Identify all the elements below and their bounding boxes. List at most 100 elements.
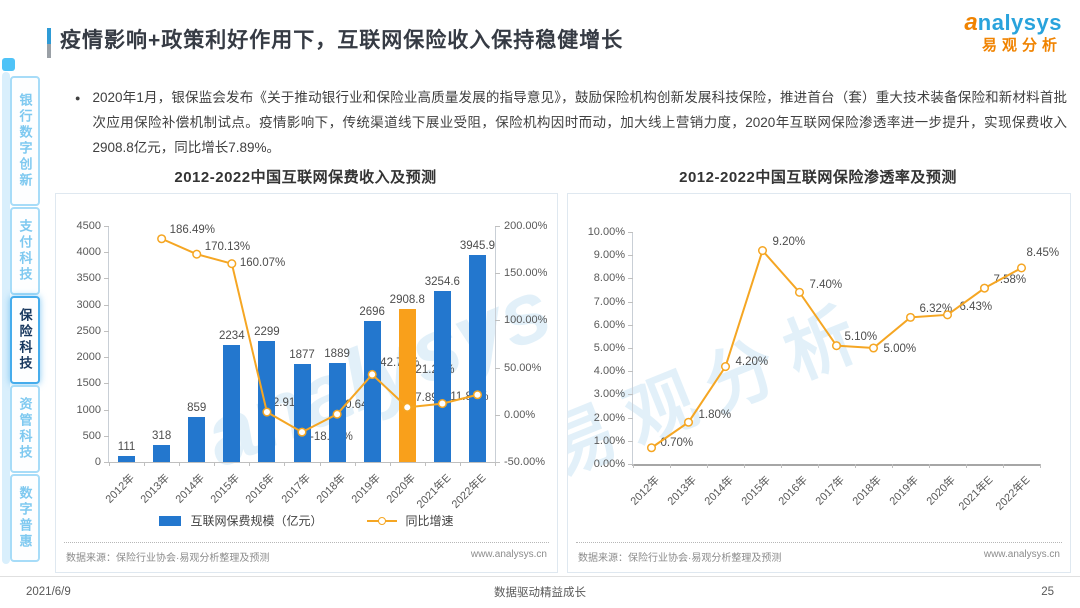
bar [468,255,486,462]
x-axis-tick [249,462,251,466]
x-axis-label: 2017年 [813,474,848,508]
line-point [683,417,694,427]
x-axis-label: 2016年 [243,472,278,506]
penetration-value-label: 6.43% [959,300,993,313]
penetration-value-label: 9.20% [772,235,806,248]
right-chart-panel: 易观分析 0.00% 1.00% 2.00% 3.00% 4.00% 5.00% 6.00%… [567,193,1071,573]
y-axis-tick-label: 3500 [76,272,101,285]
right-chart-title: 2012-2022中国互联网保险渗透率及预测 [679,169,957,186]
growth-value-label: 160.07% [239,256,286,269]
x-axis-label: 2012年 [103,472,138,506]
bar-highlighted [398,309,416,462]
line-point [297,427,307,437]
sidebar-strip [2,72,10,564]
x-axis-label: 2015年 [208,472,243,506]
y-axis-tick-label: 9.00% [593,249,625,262]
growth-value-label: 186.49% [169,223,216,236]
growth-line [157,234,483,437]
x-axis-tick [459,462,461,466]
y-axis-tick [628,324,633,326]
x-axis-tick [109,462,110,466]
sidebar-item-asset-mgmt-tech[interactable]: 资管科技 [10,385,40,473]
y-axis-tick-label: 6.00% [593,318,625,331]
x-axis-label: 2016年 [776,474,811,508]
bar-value-label: 2299 [254,326,280,339]
y2-axis-tick [495,273,500,275]
sidebar-corner-decor [2,58,15,71]
website-url: www.analysys.cn [983,549,1060,560]
y-axis-tick [104,304,109,306]
x-axis-label: 2012年 [628,474,663,508]
bar-value-label: 3254.6 [424,276,460,289]
line-point [979,283,990,293]
website-url: www.analysys.cn [470,549,547,560]
x-axis-tick [284,462,286,466]
y2-axis-tick-label: 100.00% [504,314,548,327]
growth-line [646,246,1027,453]
legend-bar-swatch [159,515,182,526]
x-axis-label: 2014年 [702,474,737,508]
x-axis-label: 2019年 [349,472,383,506]
header: 疫情影响+政策利好作用下，互联网保险收入保持稳健增长 analysys 易观分析 [0,0,1080,70]
x-axis-label: 2021年E [414,472,453,511]
line-point [472,390,483,400]
left-chart-source-row: 数据来源：保险行业协会·易观分析整理及预测 www.analysys.cn [66,549,547,564]
x-axis-label: 2018年 [850,474,885,508]
bar-value-label: 111 [117,441,136,454]
logo-chinese-name: 易观分析 [981,37,1062,55]
slogan-label: 数据驱动精益成长 [494,587,586,599]
x-axis-label: 2013年 [665,474,700,508]
panel-divider [64,542,549,543]
y2-axis-tick [495,462,500,463]
y-axis-tick [628,417,633,419]
y-axis-tick-label: 1000 [76,403,101,416]
y-axis-tick-label: 3000 [76,298,101,311]
y-axis-tick [104,409,109,411]
bar [433,291,451,462]
y-axis-tick [628,232,633,233]
x-axis-tick [424,462,426,466]
data-source-note: 数据来源：保险行业协会·易观分析整理及预测 [578,553,782,564]
y-axis-tick [628,255,633,257]
y2-axis-tick-label: 200.00% [504,220,548,232]
x-axis-tick [744,464,745,468]
y-axis-tick [628,440,633,442]
x-axis-tick [1003,464,1004,468]
line-point [757,246,768,256]
sidebar-item-payment-tech[interactable]: 支付科技 [10,207,40,295]
premium-income-plot: 0 500 1000 1500 2000 2500 3000 3500 4000 4500 -50.… [77,220,548,511]
x-axis-tick [495,462,496,466]
penetration-rate-plot: 0.00% 1.00% 2.00% 3.00% 4.00% 5.00% 6.00% 7.00%… [588,226,1059,513]
bar [363,320,381,462]
line-point [720,362,731,372]
y-axis-tick [104,383,109,385]
sidebar-item-digital-inclusion[interactable]: 数字普惠 [10,474,40,562]
sidebar-item-bank-digital-innovation[interactable]: 银行数字创新 [10,76,40,206]
y-axis-tick [628,348,633,349]
x-axis-tick [929,464,930,468]
y-axis-tick-label: 3.00% [593,388,625,401]
y-axis-tick [104,252,109,254]
y-axis-tick [104,330,109,332]
x-axis-tick [818,464,819,468]
sidebar: 银行数字创新 支付科技 保险科技 资管科技 数字普惠 [2,58,40,578]
penetration-value-label: 7.58% [993,274,1027,287]
y2-axis-tick-label: 50.00% [504,361,542,374]
page-number: 25 [1041,586,1054,598]
premium-income-chart-block: 2012-2022中国互联网保费收入及预测 analysys 0 500 1000 1… [55,166,558,573]
bar-value-label: 859 [187,401,207,414]
y-axis-tick [628,278,633,280]
y-axis-tick [628,464,633,465]
y-axis-tick [104,357,109,359]
y-axis-tick [104,435,109,437]
bullet-icon: ● [75,93,81,103]
x-axis-tick [179,462,181,466]
x-axis-label: 2013年 [138,472,173,506]
line-point [942,310,953,320]
y-axis-tick-label: 500 [82,429,101,442]
title-accent-bar [47,28,51,58]
sidebar-item-insurance-tech[interactable]: 保险科技 [10,296,40,384]
left-chart-title: 2012-2022中国互联网保费收入及预测 [174,169,437,186]
x-axis-tick [892,464,893,468]
bottom-bar: 2021/6/9 数据驱动精益成长 25 [0,576,1080,607]
